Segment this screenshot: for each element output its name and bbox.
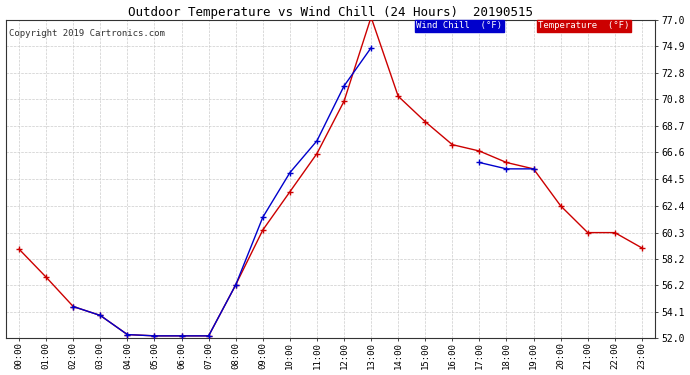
Text: Copyright 2019 Cartronics.com: Copyright 2019 Cartronics.com <box>9 29 165 38</box>
Text: Temperature  (°F): Temperature (°F) <box>538 21 630 30</box>
Title: Outdoor Temperature vs Wind Chill (24 Hours)  20190515: Outdoor Temperature vs Wind Chill (24 Ho… <box>128 6 533 18</box>
Text: Wind Chill  (°F): Wind Chill (°F) <box>416 21 502 30</box>
